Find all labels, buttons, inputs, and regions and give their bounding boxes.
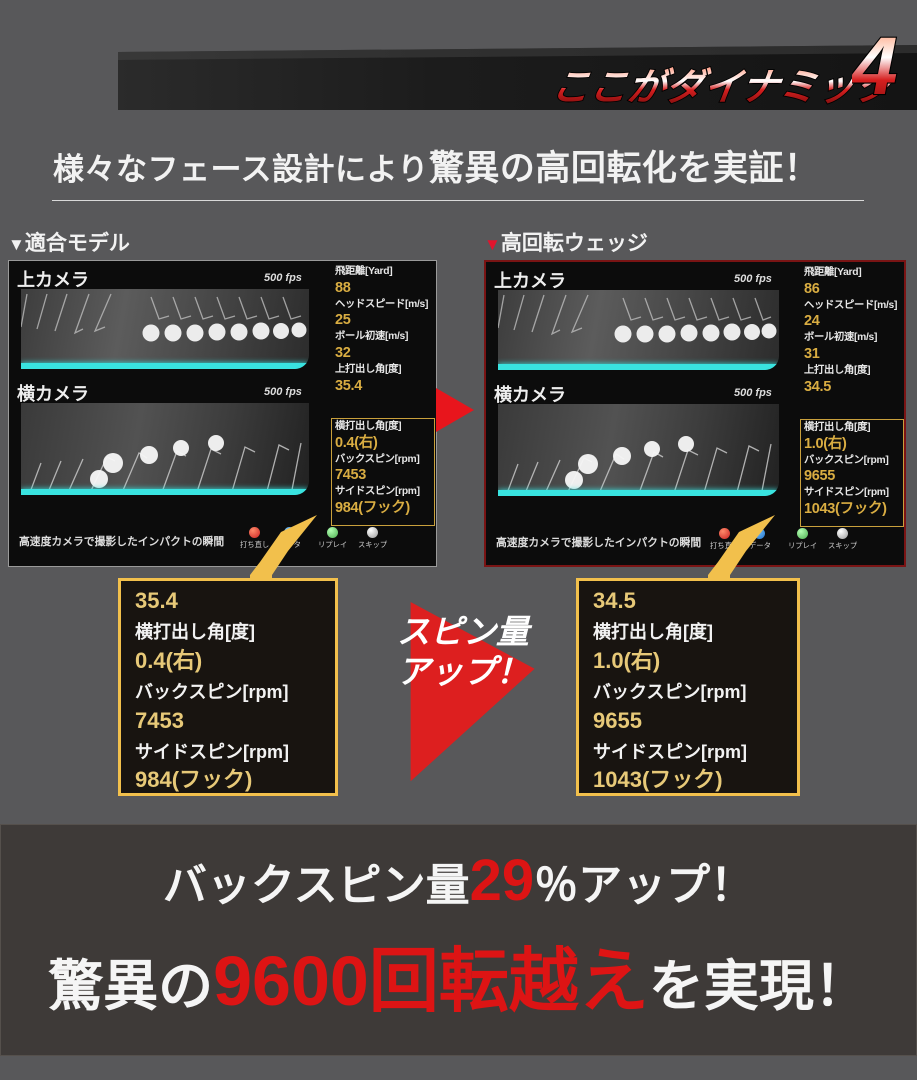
svg-text:ここがダイナミック: ここがダイナミック [556, 66, 891, 109]
svg-text:4: 4 [852, 21, 898, 110]
